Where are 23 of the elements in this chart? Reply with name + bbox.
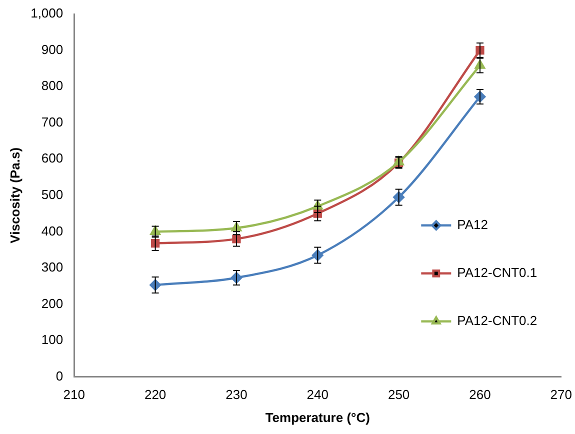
y-tick-label: 700 [41, 114, 64, 130]
x-tick-label: 210 [63, 387, 85, 402]
x-tick-label: 260 [469, 387, 491, 402]
x-tick-label: 230 [226, 387, 248, 402]
legend-label: PA12-CNT0.2 [457, 312, 538, 328]
y-tick-label: 900 [41, 42, 64, 57]
legend-label: PA12 [457, 216, 488, 232]
y-tick-label: 800 [41, 78, 64, 94]
y-tick-label: 500 [41, 186, 64, 202]
legend-label: PA12-CNT0.1 [457, 264, 538, 280]
x-tick-label: 250 [388, 387, 410, 402]
x-tick-label: 240 [306, 387, 328, 402]
y-axis-title: Viscosity (Pa.s) [7, 147, 22, 244]
y-tick-label: 600 [41, 150, 64, 166]
y-tick-label: 0 [56, 368, 64, 384]
y-tick-label: 100 [41, 332, 64, 348]
y-tick-label: 400 [41, 223, 64, 238]
x-tick-label: 270 [550, 387, 572, 402]
x-tick-label: 220 [144, 387, 166, 402]
y-tick-label: 200 [41, 296, 64, 311]
x-axis-title: Temperature (°C) [265, 410, 370, 425]
y-tick-label: 1,000 [30, 6, 64, 21]
y-tick-label: 300 [41, 260, 64, 275]
